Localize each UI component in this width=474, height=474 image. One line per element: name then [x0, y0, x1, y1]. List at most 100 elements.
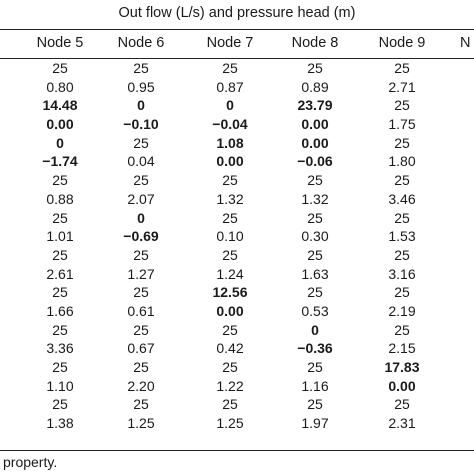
table-cell: 25 — [222, 60, 238, 76]
table-cell: 3.36 — [46, 340, 74, 357]
table-cell: 1.25 — [216, 415, 244, 432]
table-cell: 25 — [222, 172, 238, 189]
table-row: 25 25 25 25 25 — [0, 171, 474, 190]
table-cell: 25 — [222, 396, 238, 413]
table-cell: 25 — [52, 321, 68, 338]
table-cell: 0.00 — [46, 116, 74, 133]
table-cell: 0.10 — [216, 228, 244, 245]
table-cell: 0.00 — [388, 377, 416, 394]
table-cell: 2.61 — [46, 265, 74, 282]
table-cell: 25 — [394, 396, 410, 413]
table-row: 1.01 −0.69 0.10 0.30 1.53 — [0, 227, 474, 246]
table-row: 0.00 −0.10 −0.04 0.00 1.75 — [0, 115, 474, 134]
table-cell: 0.61 — [127, 302, 155, 319]
table-cell: 25 — [307, 246, 323, 263]
table-cell: 25 — [52, 246, 68, 263]
table-cell: 3.16 — [388, 265, 416, 282]
table-cell: 25 — [307, 209, 323, 226]
table-cell: 25 — [394, 60, 410, 76]
table-cell: 0.00 — [301, 134, 329, 151]
table-cell: 14.48 — [42, 97, 78, 114]
table-cell: 25 — [52, 359, 68, 375]
table-cell: 25 — [133, 172, 149, 189]
table-cell: 25 — [394, 172, 410, 189]
table-cell: 0.00 — [216, 302, 244, 319]
table-cell: 0 — [137, 97, 145, 114]
table-cell: 12.56 — [212, 284, 248, 301]
table-cell: 25 — [394, 284, 410, 301]
table-cell: 0.42 — [216, 340, 244, 357]
table-cell: 0.00 — [301, 116, 329, 133]
table-cell: 25 — [222, 321, 238, 338]
table-row: 25 25 25 25 25 — [0, 246, 474, 265]
table-cell: 0 — [226, 97, 234, 114]
column-header: Node 7 — [206, 35, 254, 51]
table-cell: −0.06 — [297, 153, 333, 170]
table-cell: 1.53 — [388, 228, 416, 245]
table-header-row: Node 5 Node 6 Node 7 Node 8 Node 9 N — [0, 32, 474, 54]
table-cell: −1.74 — [42, 153, 78, 170]
table-body: 25 25 25 25 25 0.80 0.95 0.87 0.89 2.71 14.48 0 0 23.… — [0, 59, 474, 433]
table-row: 2.61 1.27 1.24 1.63 3.16 — [0, 265, 474, 284]
column-header: Node 5 — [36, 35, 84, 51]
table-cell: 0 — [137, 209, 145, 226]
table-cell: 25 — [222, 209, 238, 226]
table-cell: 0.80 — [46, 78, 74, 95]
table-cell: 0.53 — [301, 302, 329, 319]
table-row: 3.36 0.67 0.42 −0.36 2.15 — [0, 339, 474, 358]
table-cell: 2.31 — [388, 415, 416, 432]
table-cell: 25 — [52, 284, 68, 301]
table-cell: 0 — [56, 134, 64, 151]
table-cell: 25 — [394, 246, 410, 263]
table-cell: 1.80 — [388, 153, 416, 170]
table-row: 1.38 1.25 1.25 1.97 2.31 — [0, 414, 474, 433]
table-cell: 1.22 — [216, 377, 244, 394]
table-cell: 0.88 — [46, 190, 74, 207]
table-cell: 25 — [307, 60, 323, 76]
table-cell: 0.30 — [301, 228, 329, 245]
table-cell: 0.89 — [301, 78, 329, 95]
table-cell: 0.95 — [127, 78, 155, 95]
table-cell: 25 — [307, 396, 323, 413]
table-cell: 2.71 — [388, 78, 416, 95]
table-cell: 25 — [52, 172, 68, 189]
table-cell: 25 — [52, 60, 68, 76]
table-cell: 1.32 — [216, 190, 244, 207]
table-cell: 0.04 — [127, 153, 155, 170]
table-cell: 25 — [307, 284, 323, 301]
table-cell: 2.20 — [127, 377, 155, 394]
table-cell: 1.63 — [301, 265, 329, 282]
table-cell: 0 — [311, 321, 319, 338]
table-cell: 25 — [133, 134, 149, 151]
table-cell: 25 — [133, 60, 149, 76]
column-header: Node 9 — [378, 35, 426, 51]
table-cell: −0.10 — [123, 116, 159, 133]
table-cell: −0.04 — [212, 116, 248, 133]
table-cell: 1.08 — [216, 134, 244, 151]
table-cell: 0.00 — [216, 153, 244, 170]
table-cell: 23.79 — [297, 97, 333, 114]
header-rule — [0, 58, 474, 60]
table-cell: 25 — [133, 284, 149, 301]
table-cell: 1.38 — [46, 415, 74, 432]
table-cell: 1.24 — [216, 265, 244, 282]
table-cell: 25 — [307, 359, 323, 375]
table-cell: 25 — [133, 246, 149, 263]
table-cell: −0.69 — [123, 228, 159, 245]
table-cell: 25 — [133, 321, 149, 338]
table-footnote: property. — [3, 454, 58, 470]
table-row: 0 25 1.08 0.00 25 — [0, 134, 474, 153]
table-row: 14.48 0 0 23.79 25 — [0, 96, 474, 115]
table-cell: 0.87 — [216, 78, 244, 95]
table-cell: 1.32 — [301, 190, 329, 207]
table-cell: 25 — [52, 209, 68, 226]
table-cell: 2.15 — [388, 340, 416, 357]
table-cell: −0.36 — [297, 340, 333, 357]
table-cell: 1.97 — [301, 415, 329, 432]
table-row: 25 25 25 25 17.83 — [0, 358, 474, 377]
table-cell: 1.66 — [46, 302, 74, 319]
table-cell: 25 — [133, 359, 149, 375]
table-cell: 1.10 — [46, 377, 74, 394]
column-header: N — [460, 35, 471, 51]
table-row: 1.66 0.61 0.00 0.53 2.19 — [0, 302, 474, 321]
